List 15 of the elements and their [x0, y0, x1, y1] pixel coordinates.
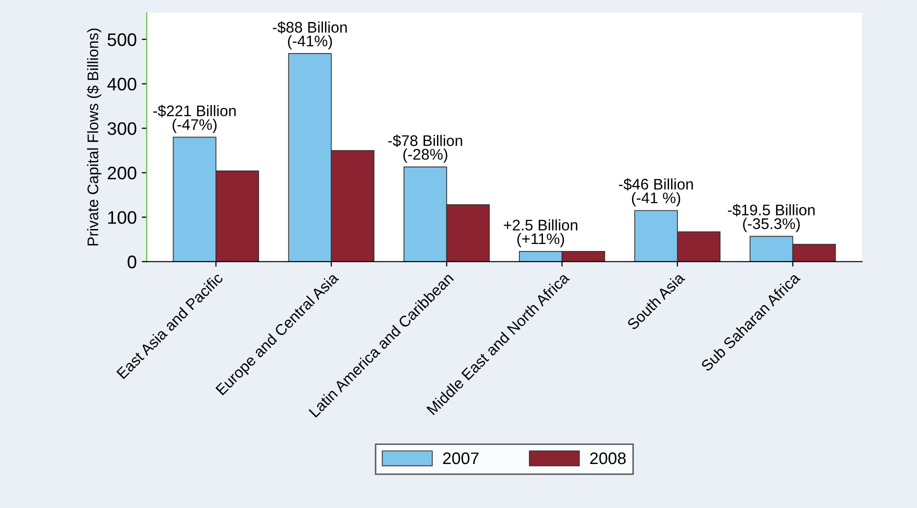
annotation: -$88 Billion (-41%): [272, 21, 347, 50]
y-axis-title: Private Capital Flows ($ Billions): [86, 28, 102, 246]
y-tick-label: 200: [108, 166, 136, 180]
y-tick-label: 300: [108, 122, 136, 135]
y-tick-label: 100: [108, 211, 136, 224]
annotation: -$78 Billion (-28%): [388, 134, 462, 163]
annotation: -$19.5 Billion (-35.3%): [728, 204, 815, 232]
legend-label: 2007: [443, 452, 479, 464]
y-tick-label: 500: [108, 33, 136, 46]
y-tick-label: 400: [107, 78, 136, 91]
annotation: -$46 Billion (-41 %): [618, 178, 693, 206]
y-tick-label: 0: [128, 256, 136, 268]
legend-label: 2008: [590, 452, 626, 464]
annotation: -$221 Billion (-47%): [153, 104, 236, 133]
annotation: +2.5 Billion (+11%): [504, 219, 578, 248]
